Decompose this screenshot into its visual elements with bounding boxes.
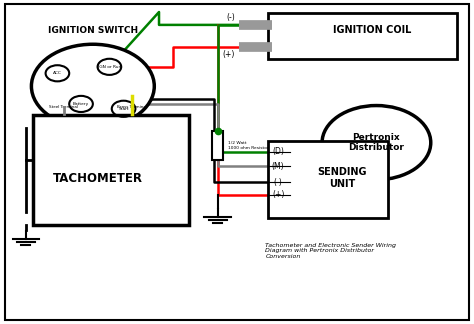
Text: SENDING
UNIT: SENDING UNIT — [318, 168, 367, 189]
Circle shape — [31, 44, 155, 128]
Text: Start: Start — [118, 107, 129, 111]
Text: (D): (D) — [272, 147, 284, 156]
Bar — [268, 141, 388, 218]
Text: (-): (-) — [274, 178, 283, 187]
Text: Brass Terminal: Brass Terminal — [117, 105, 147, 109]
Bar — [268, 13, 457, 59]
Text: 1/2 Watt
1000 ohm Resistor: 1/2 Watt 1000 ohm Resistor — [228, 141, 269, 150]
Text: IGN or Run: IGN or Run — [98, 65, 121, 69]
Text: ACC: ACC — [53, 71, 62, 75]
Text: Pertronix
Distributor: Pertronix Distributor — [348, 133, 404, 152]
Text: (+): (+) — [222, 50, 235, 59]
Text: Tachometer and Electronic Sender Wiring
Diagram with Pertronix Distributor
Conve: Tachometer and Electronic Sender Wiring … — [265, 243, 396, 259]
Text: (+): (+) — [272, 191, 284, 199]
Text: Steel Terminal: Steel Terminal — [49, 105, 78, 109]
Text: Battery: Battery — [73, 102, 89, 106]
Text: TACHOMETER: TACHOMETER — [54, 172, 143, 185]
Text: IGNITION COIL: IGNITION COIL — [332, 25, 411, 35]
Bar — [212, 131, 223, 160]
Circle shape — [322, 106, 431, 180]
Text: (-): (-) — [226, 13, 235, 22]
Text: IGNITION SWITCH: IGNITION SWITCH — [48, 26, 138, 35]
Bar — [33, 115, 189, 225]
Text: (M): (M) — [272, 162, 284, 171]
